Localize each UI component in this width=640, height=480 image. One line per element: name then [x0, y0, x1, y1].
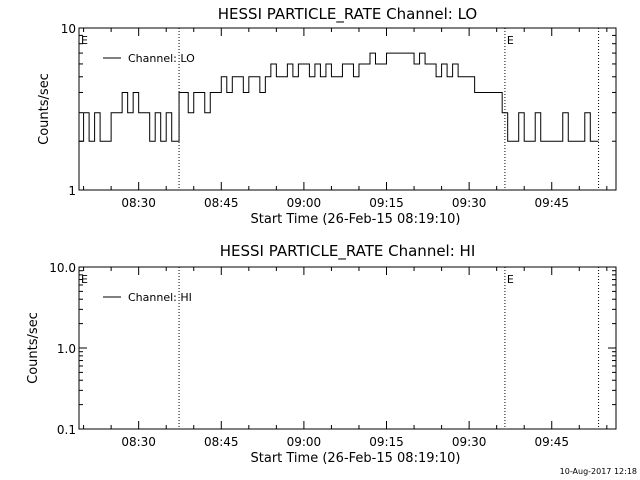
event-flag: E [507, 273, 514, 286]
x-tick-label: 09:45 [534, 435, 569, 449]
x-tick-label: 09:00 [287, 435, 322, 449]
y-tick-label: 1 [68, 184, 76, 198]
series-line [79, 52, 599, 142]
y-tick-label: 0.1 [57, 423, 76, 437]
legend-label: Channel: HI [128, 291, 192, 304]
x-axis-label: Start Time (26-Feb-15 08:19:10) [251, 451, 461, 466]
x-tick-label: 09:00 [287, 196, 322, 210]
x-tick-label: 09:30 [452, 196, 487, 210]
hi-channel-panel: HESSI PARTICLE_RATE Channel: HI 0.1 1.0 10.… [26, 242, 617, 466]
x-tick-label: 08:30 [121, 435, 156, 449]
x-tick-label: 08:45 [204, 435, 239, 449]
event-flag: E [81, 34, 88, 47]
footer-timestamp: 10-Aug-2017 12:18 [560, 467, 637, 476]
x-tick-label: 08:45 [204, 196, 239, 210]
lo-channel-panel: HESSI PARTICLE_RATE Channel: LO 1 10 08:30 0… [37, 5, 617, 227]
plot-frame [78, 27, 617, 191]
x-tick-label: 09:45 [534, 196, 569, 210]
x-tick-label: 08:30 [121, 196, 156, 210]
y-axis-label: Counts/sec [37, 73, 52, 145]
y-tick-label: 10.0 [49, 261, 76, 275]
chart-title: HESSI PARTICLE_RATE Channel: HI [220, 242, 476, 261]
x-tick-label: 09:15 [369, 196, 404, 210]
y-axis-label: Counts/sec [26, 312, 41, 384]
event-flag: E [81, 273, 88, 286]
chart-title: HESSI PARTICLE_RATE Channel: LO [218, 5, 477, 24]
y-tick-label: 10 [61, 22, 76, 36]
event-flag: E [507, 34, 514, 47]
x-tick-label: 09:30 [452, 435, 487, 449]
x-tick-label: 09:15 [369, 435, 404, 449]
y-tick-label: 1.0 [57, 342, 76, 356]
legend-label: Channel: LO [128, 52, 195, 65]
x-axis-label: Start Time (26-Feb-15 08:19:10) [251, 212, 461, 227]
